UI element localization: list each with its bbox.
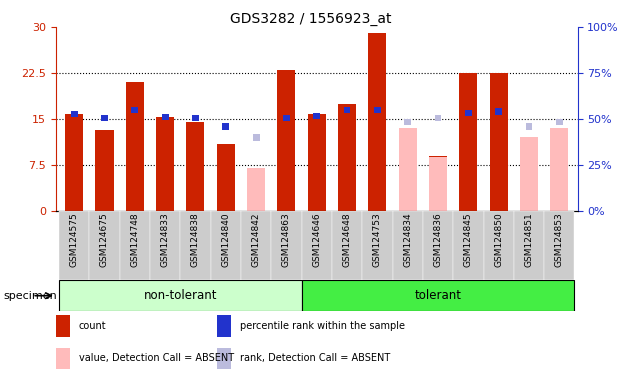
Bar bbox=[180, 211, 211, 280]
Bar bbox=[156, 117, 174, 211]
Bar bbox=[399, 128, 417, 211]
Text: GSM124840: GSM124840 bbox=[221, 213, 230, 267]
Bar bbox=[465, 110, 472, 116]
Text: GSM124845: GSM124845 bbox=[464, 213, 473, 267]
Bar bbox=[404, 119, 411, 125]
Bar bbox=[131, 107, 138, 113]
Text: GSM124648: GSM124648 bbox=[343, 213, 351, 267]
Bar bbox=[59, 280, 302, 311]
Bar bbox=[362, 211, 392, 280]
Bar bbox=[423, 211, 453, 280]
Bar bbox=[89, 211, 120, 280]
Bar bbox=[460, 73, 478, 211]
Bar bbox=[495, 108, 502, 115]
Bar bbox=[435, 114, 442, 121]
Bar bbox=[65, 114, 83, 211]
Bar bbox=[217, 144, 235, 211]
Bar bbox=[222, 123, 229, 130]
Text: GSM124834: GSM124834 bbox=[403, 213, 412, 267]
Bar bbox=[544, 211, 574, 280]
Bar bbox=[247, 168, 265, 211]
Bar bbox=[192, 114, 199, 121]
Text: GSM124836: GSM124836 bbox=[433, 213, 443, 267]
Text: GSM124853: GSM124853 bbox=[555, 213, 564, 267]
Bar bbox=[186, 122, 204, 211]
Bar bbox=[211, 211, 241, 280]
Text: GSM124646: GSM124646 bbox=[312, 213, 321, 267]
Bar bbox=[95, 130, 114, 211]
Text: rank, Detection Call = ABSENT: rank, Detection Call = ABSENT bbox=[240, 353, 391, 364]
Bar bbox=[253, 134, 260, 141]
Bar bbox=[392, 211, 423, 280]
Bar bbox=[556, 119, 563, 125]
Bar bbox=[514, 211, 544, 280]
Bar bbox=[484, 211, 514, 280]
Bar bbox=[71, 111, 78, 118]
Bar bbox=[368, 33, 386, 211]
Text: non-tolerant: non-tolerant bbox=[143, 289, 217, 302]
Bar bbox=[525, 123, 532, 130]
Bar bbox=[271, 211, 302, 280]
Bar bbox=[217, 315, 231, 336]
Bar bbox=[56, 315, 70, 336]
Text: GSM124838: GSM124838 bbox=[191, 213, 200, 267]
Bar bbox=[453, 211, 484, 280]
Bar bbox=[435, 114, 442, 121]
Bar bbox=[59, 211, 89, 280]
Bar bbox=[550, 128, 568, 211]
Text: GSM124675: GSM124675 bbox=[100, 213, 109, 267]
Bar bbox=[374, 107, 381, 113]
Bar bbox=[307, 114, 326, 211]
Bar bbox=[283, 114, 290, 121]
Text: GSM124863: GSM124863 bbox=[282, 213, 291, 267]
Bar bbox=[332, 211, 362, 280]
Text: GDS3282 / 1556923_at: GDS3282 / 1556923_at bbox=[230, 12, 391, 25]
Text: GSM124850: GSM124850 bbox=[494, 213, 503, 267]
Text: GSM124833: GSM124833 bbox=[161, 213, 170, 267]
Text: specimen: specimen bbox=[3, 291, 57, 301]
Bar bbox=[278, 70, 296, 211]
Bar bbox=[302, 211, 332, 280]
Bar bbox=[429, 157, 447, 211]
Bar bbox=[338, 104, 356, 211]
Text: percentile rank within the sample: percentile rank within the sample bbox=[240, 321, 406, 331]
Bar bbox=[241, 211, 271, 280]
Bar bbox=[217, 348, 231, 369]
Bar bbox=[125, 82, 144, 211]
Bar bbox=[150, 211, 180, 280]
Text: GSM124748: GSM124748 bbox=[130, 213, 139, 267]
Bar bbox=[56, 348, 70, 369]
Bar bbox=[489, 73, 508, 211]
Bar bbox=[429, 156, 447, 211]
Text: GSM124842: GSM124842 bbox=[252, 213, 261, 267]
Bar bbox=[302, 280, 574, 311]
Text: GSM124753: GSM124753 bbox=[373, 213, 382, 267]
Bar bbox=[101, 114, 108, 121]
Text: count: count bbox=[79, 321, 106, 331]
Text: value, Detection Call = ABSENT: value, Detection Call = ABSENT bbox=[79, 353, 234, 364]
Text: tolerant: tolerant bbox=[415, 289, 461, 302]
Text: GSM124575: GSM124575 bbox=[70, 213, 79, 267]
Text: GSM124851: GSM124851 bbox=[525, 213, 533, 267]
Bar bbox=[520, 137, 538, 211]
Bar bbox=[313, 113, 320, 119]
Bar bbox=[343, 107, 350, 113]
Bar bbox=[120, 211, 150, 280]
Bar bbox=[161, 114, 168, 121]
